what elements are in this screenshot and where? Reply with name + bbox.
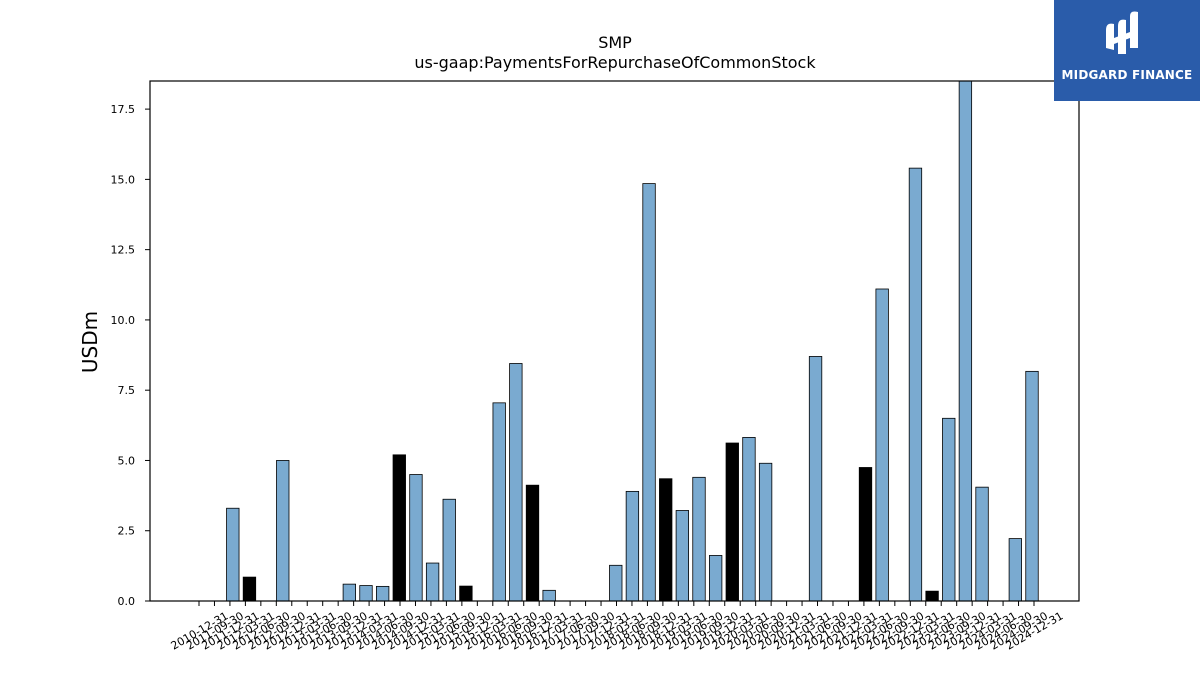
x-axis: 2010-12-312011-09-302011-12-312012-03-31… — [169, 601, 1066, 653]
plot-frame — [149, 80, 1080, 602]
bar-2013-06-30 — [359, 585, 373, 602]
bar-2019-06-30 — [758, 462, 773, 602]
y-tick-label: 0.0 — [118, 595, 136, 608]
bar-2016-03-31 — [542, 589, 556, 602]
y-tick-label: 17.5 — [111, 103, 136, 116]
bar-2020-12-31 — [858, 467, 873, 602]
bar-2021-03-31 — [875, 288, 889, 602]
bar-2018-09-30 — [709, 555, 723, 602]
y-axis-label: USDm — [78, 311, 102, 373]
y-axis: 0.0 2.5 5.0 7.5 10.0 12.5 15.0 17.5 — [111, 103, 150, 608]
bar-2018-06-30 — [692, 476, 706, 602]
bar-2020-03-31 — [808, 356, 823, 602]
y-tick-label: 15.0 — [111, 173, 136, 186]
bar-2013-03-31 — [342, 583, 357, 602]
bar-2017-06-30 — [625, 490, 640, 602]
bar-2017-12-31 — [659, 478, 673, 602]
y-tick-label: 10.0 — [111, 314, 136, 327]
bar-2018-03-31 — [675, 510, 689, 602]
bar-2017-03-31 — [609, 564, 623, 602]
y-tick-label: 7.5 — [118, 384, 136, 397]
bar-2012-03-31 — [276, 460, 290, 602]
bar-2023-06-30 — [1025, 370, 1039, 602]
bar-2022-03-31 — [942, 417, 956, 602]
bar-2011-06-30 — [226, 507, 240, 602]
bar-2014-06-30 — [425, 562, 440, 602]
bar-2011-09-30 — [242, 576, 257, 602]
brand-name: MIDGARD FINANCE — [1061, 68, 1193, 82]
y-tick-label: 12.5 — [111, 244, 136, 257]
y-tick-label: 5.0 — [118, 454, 136, 467]
bar-2015-06-30 — [492, 402, 506, 602]
bar-2023-03-31 — [1008, 538, 1022, 602]
bar-2014-12-31 — [459, 585, 473, 602]
bars-group — [226, 80, 1039, 602]
bar-2017-09-30 — [642, 183, 656, 602]
bar-2021-12-31 — [925, 590, 939, 602]
chart-title: SMP — [598, 33, 632, 52]
bar-2022-09-30 — [975, 486, 989, 602]
y-tick-label: 2.5 — [118, 525, 136, 538]
bar-2015-09-30 — [509, 363, 523, 602]
bar-2014-03-31 — [409, 474, 423, 602]
bar-2022-06-30 — [958, 80, 973, 602]
bar-2018-12-31 — [725, 442, 739, 602]
bar-2019-03-31 — [742, 437, 756, 602]
bar-2015-12-31 — [525, 484, 540, 602]
chart-subtitle: us-gaap:PaymentsForRepurchaseOfCommonSto… — [414, 53, 816, 72]
brand-logo: MIDGARD FINANCE — [1054, 0, 1200, 101]
bar-2014-09-30 — [442, 498, 456, 602]
midgard-logo-icon — [1106, 11, 1138, 55]
bar-2013-12-31 — [392, 454, 406, 602]
bar-2021-09-30 — [908, 167, 923, 602]
bar-2013-09-30 — [375, 585, 390, 602]
